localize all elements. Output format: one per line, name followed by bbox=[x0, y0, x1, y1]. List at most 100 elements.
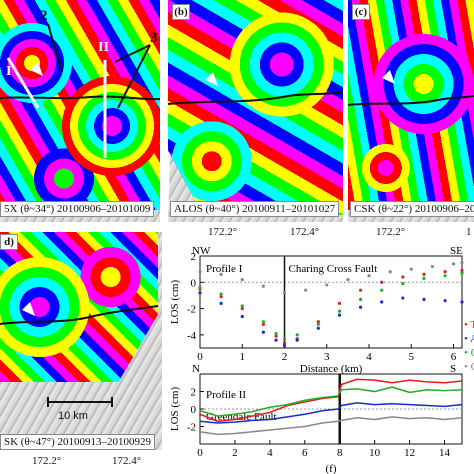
data-point bbox=[401, 282, 405, 286]
data-point bbox=[380, 280, 384, 284]
x-tick-label: 4 bbox=[267, 447, 273, 459]
data-point bbox=[451, 262, 456, 266]
lon-tick-7: 1 bbox=[466, 226, 472, 238]
data-point bbox=[443, 299, 447, 303]
data-point bbox=[274, 331, 278, 336]
y-tick-label: 0 bbox=[191, 277, 197, 289]
data-point bbox=[443, 274, 447, 278]
panel-c-overlay bbox=[348, 70, 474, 106]
right-direction-label: SE bbox=[450, 245, 463, 257]
data-point bbox=[274, 338, 278, 342]
data-point bbox=[261, 284, 265, 288]
data-point bbox=[460, 260, 464, 265]
data-point bbox=[367, 274, 371, 278]
panel-c-label: (c) bbox=[352, 4, 370, 20]
data-point bbox=[325, 283, 329, 287]
data-point bbox=[460, 271, 464, 275]
data-point bbox=[380, 300, 384, 304]
data-point bbox=[337, 301, 342, 305]
panel-d-interferogram: d) 10 km SK (θ~47°) 20100913–20100929 bbox=[0, 232, 162, 450]
x-tick-label: 6 bbox=[302, 447, 308, 459]
data-point bbox=[295, 333, 299, 337]
panel-label: (f) bbox=[326, 463, 337, 474]
data-point bbox=[316, 326, 320, 330]
data-point bbox=[282, 337, 287, 341]
data-point bbox=[380, 288, 384, 292]
data-point bbox=[460, 268, 464, 273]
data-point bbox=[401, 296, 405, 300]
right-direction-label: S bbox=[450, 363, 456, 375]
data-point bbox=[409, 267, 413, 271]
y-tick-label: 0 bbox=[191, 404, 197, 416]
data-point bbox=[198, 291, 202, 295]
x-tick-label: 14 bbox=[439, 447, 451, 459]
panel-b-caption: ALOS (θ~40°) 20100911–20101027 bbox=[170, 201, 340, 217]
panel-d-caption: SK (θ~47°) 20100913–20100929 bbox=[0, 434, 156, 450]
panel-c-interferogram: (c) CSK (θ~22°) 20100906–201 bbox=[348, 0, 474, 222]
profile-title: Profile I bbox=[206, 263, 243, 275]
x-tick-label: 0 bbox=[197, 447, 203, 459]
marker-2: 2 bbox=[40, 8, 48, 24]
data-point bbox=[422, 297, 426, 301]
profile-i-label: I bbox=[6, 64, 12, 79]
data-point bbox=[219, 292, 223, 296]
series-line bbox=[199, 402, 463, 424]
data-point bbox=[388, 270, 392, 274]
panel-d-overlay bbox=[0, 302, 159, 407]
data-point bbox=[346, 278, 350, 282]
panel-d-label: d) bbox=[0, 234, 18, 250]
legend-entry: • C bbox=[464, 347, 474, 359]
data-point bbox=[240, 306, 244, 311]
epicenter-star-icon bbox=[382, 70, 395, 84]
y-tick-label: -2 bbox=[187, 304, 196, 316]
fault-annotation: Charing Cross Fault bbox=[289, 263, 378, 275]
panel-b-label: (b) bbox=[172, 4, 190, 20]
data-point bbox=[282, 343, 287, 347]
data-point bbox=[240, 278, 244, 282]
x-axis-label: Distance (km) bbox=[300, 363, 363, 375]
epicenter-star-icon bbox=[30, 62, 43, 76]
x-tick-label: 1 bbox=[240, 351, 246, 363]
lon-tick-6: 172.4° bbox=[112, 455, 142, 467]
data-point bbox=[316, 320, 320, 324]
data-point bbox=[261, 322, 265, 326]
lon-tick-3: 172.2° bbox=[376, 226, 406, 238]
data-point bbox=[422, 276, 426, 280]
x-tick-label: 10 bbox=[369, 447, 381, 459]
profile-title: Profile II bbox=[206, 389, 246, 401]
data-point bbox=[198, 270, 202, 274]
left-direction-label: NW bbox=[192, 245, 211, 257]
x-tick-label: 2 bbox=[282, 351, 288, 363]
y-axis-label: LOS (cm) bbox=[169, 387, 181, 432]
data-point bbox=[422, 272, 426, 276]
data-point bbox=[240, 314, 244, 319]
x-tick-label: 12 bbox=[404, 447, 415, 459]
legend-entry: • T bbox=[464, 319, 474, 331]
scale-bar-label: 10 km bbox=[58, 410, 88, 422]
data-point bbox=[443, 270, 447, 274]
data-point bbox=[337, 309, 342, 313]
data-point bbox=[219, 301, 223, 305]
data-point bbox=[358, 288, 363, 292]
panel-b-interferogram: (b) ALOS (θ~40°) 20100911–20101027 bbox=[168, 0, 343, 222]
lon-tick-1: 172.2° bbox=[208, 226, 238, 238]
epicenter-star-icon bbox=[205, 72, 218, 86]
y-tick-label: -4 bbox=[187, 330, 197, 342]
y-tick-label: -2 bbox=[187, 422, 196, 434]
data-point bbox=[337, 313, 342, 317]
data-point bbox=[261, 330, 265, 334]
data-point bbox=[401, 275, 405, 279]
legend-entry: • A bbox=[464, 333, 474, 345]
y-tick-label: 2 bbox=[191, 251, 197, 263]
series-line bbox=[199, 416, 463, 436]
data-point bbox=[295, 338, 299, 342]
profile-ii-label: II bbox=[98, 40, 109, 55]
panel-b-overlay bbox=[168, 72, 343, 105]
epicenter-star-icon bbox=[22, 302, 35, 316]
x-tick-label: 5 bbox=[409, 351, 415, 363]
data-point bbox=[460, 300, 464, 304]
panel-c-caption: CSK (θ~22°) 20100906–201 bbox=[350, 201, 474, 217]
x-tick-label: 6 bbox=[451, 351, 457, 363]
y-tick-label: 2 bbox=[191, 387, 197, 399]
